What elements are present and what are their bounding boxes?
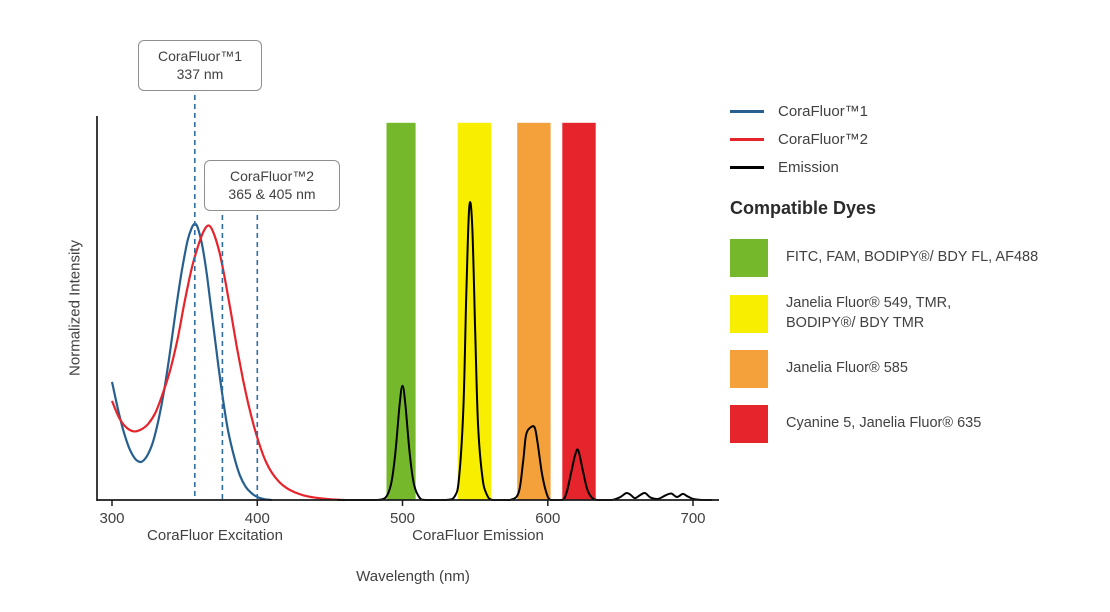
dye-item-yellow: Janelia Fluor® 549, TMR, BODIPY®/ BDY TM… [730, 294, 1102, 333]
dye-color-swatch [730, 350, 768, 389]
annotation-title: CoraFluor™2 [229, 168, 315, 184]
legend-item-corafluor2: CoraFluor™2 [730, 131, 1102, 148]
dye-label: FITC, FAM, BODIPY®/ BDY FL, AF488 [786, 248, 1038, 268]
dye-label: Janelia Fluor® 585 [786, 359, 908, 379]
emission-band-orange [517, 122, 551, 501]
annotation-corafluor1: CoraFluor™1 337 nm [138, 40, 262, 91]
dye-label-line: Janelia Fluor® 585 [786, 360, 908, 377]
legend-label: CoraFluor™1 [778, 103, 869, 120]
dye-color-swatch [730, 405, 768, 444]
dye-color-swatch [730, 294, 768, 333]
legend-label: CoraFluor™2 [778, 131, 869, 148]
side-panel: CoraFluor™1 CoraFluor™2 Emission Compati… [730, 103, 1102, 460]
x-tick-label: 500 [390, 510, 415, 527]
annotation-wavelength: 337 nm [176, 66, 224, 83]
dye-label-line: FITC, FAM, BODIPY®/ BDY FL, AF488 [786, 249, 1039, 266]
dye-label-line: BODIPY®/ BDY TMR [786, 314, 925, 331]
annotation-title: CoraFluor™1 [157, 48, 243, 64]
legend-item-emission: Emission [730, 159, 1102, 176]
emission-band-green [386, 122, 416, 501]
dye-item-orange: Janelia Fluor® 585 [730, 350, 1102, 389]
annotation-corafluor2: CoraFluor™2 365 & 405 nm [204, 160, 340, 211]
dye-color-swatch [730, 239, 768, 277]
x-tick-label: 300 [99, 510, 124, 527]
x-tick-label: 400 [245, 510, 270, 527]
legend-line-swatch [730, 166, 764, 169]
y-axis-label: Normalized Intensity [66, 240, 84, 376]
x-section-label-excitation: CoraFluor Excitation [147, 527, 283, 544]
legend-line-swatch [730, 110, 764, 113]
x-tick-label: 700 [680, 510, 705, 527]
compatible-dyes-heading: Compatible Dyes [730, 198, 877, 218]
legend-item-corafluor1: CoraFluor™1 [730, 103, 1102, 120]
spectra-chart: 300 400 500 600 700 [96, 86, 719, 527]
annotation-wavelength: 365 & 405 nm [228, 186, 316, 203]
dye-item-green: FITC, FAM, BODIPY®/ BDY FL, AF488 [730, 239, 1102, 277]
dye-label-line: Janelia Fluor® 549, TMR, [786, 295, 952, 311]
dye-label: Janelia Fluor® 549, TMR, BODIPY®/ BDY TM… [786, 294, 951, 333]
x-section-label-emission: CoraFluor Emission [412, 527, 544, 544]
dye-label: Cyanine 5, Janelia Fluor® 635 [786, 414, 981, 434]
legend-line-swatch [730, 138, 764, 141]
dye-item-red: Cyanine 5, Janelia Fluor® 635 [730, 405, 1102, 444]
x-tick-label: 600 [535, 510, 560, 527]
compatible-dyes-list: FITC, FAM, BODIPY®/ BDY FL, AF488 Janeli… [730, 239, 1102, 444]
series-corafluor2-excitation [110, 224, 345, 502]
legend-label: Emission [778, 159, 839, 176]
emission-band-red [562, 122, 596, 501]
legend: CoraFluor™1 CoraFluor™2 Emission [730, 103, 1102, 176]
series-emission [337, 201, 712, 502]
dye-label-line: Cyanine 5, Janelia Fluor® 635 [786, 415, 982, 432]
x-axis-label: Wavelength (nm) [356, 568, 470, 585]
